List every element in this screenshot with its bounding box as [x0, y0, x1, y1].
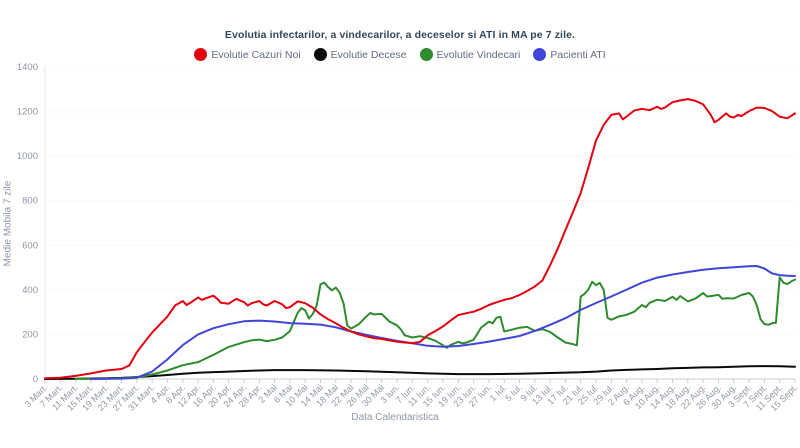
legend-item-ati[interactable]: Pacienti ATI [533, 48, 606, 61]
series-line-evolutie-cazuri-noi[interactable] [44, 98, 796, 380]
chart-title: Evolutia infectarilor, a vindecarilor, a… [224, 29, 576, 41]
legend-label-cazuri-noi: Evolutie Cazuri Noi [211, 48, 301, 61]
y-tick-label: 800 [22, 196, 38, 207]
series-line-evolutie-decese[interactable] [44, 365, 796, 380]
y-tick-label: 600 [22, 240, 38, 251]
legend-item-cazuri-noi[interactable]: Evolutie Cazuri Noi [194, 48, 301, 61]
y-tick-label: 1400 [17, 62, 38, 73]
legend-item-vindecari[interactable]: Evolutie Vindecari [419, 48, 521, 61]
legend-marker-cazuri-noi [194, 48, 208, 61]
y-tick-label: 1200 [17, 107, 38, 118]
legend-label-vindecari: Evolutie Vindecari [436, 48, 521, 61]
y-axis-title: Medie Mobila 7 zile [2, 180, 14, 267]
legend-marker-decese [313, 48, 327, 61]
series-line-pacienti-ati[interactable] [89, 265, 796, 380]
legend-marker-vindecari [419, 48, 433, 61]
x-axis-title: Data Calendaristica [351, 412, 439, 423]
series-line-evolutie-vindecari[interactable] [74, 276, 796, 380]
y-tick-label: 200 [22, 329, 38, 340]
legend-label-decese: Evolutie Decese [330, 48, 407, 61]
legend-label-ati: Pacienti ATI [550, 48, 606, 61]
y-tick-label: 0 [33, 374, 38, 385]
legend-marker-ati [533, 48, 547, 61]
y-tick-label: 1000 [17, 151, 38, 162]
legend-item-decese[interactable]: Evolutie Decese [313, 48, 407, 61]
legend: Evolutie Cazuri Noi Evolutie Decese Evol… [0, 48, 800, 61]
y-tick-label: 400 [22, 285, 38, 296]
